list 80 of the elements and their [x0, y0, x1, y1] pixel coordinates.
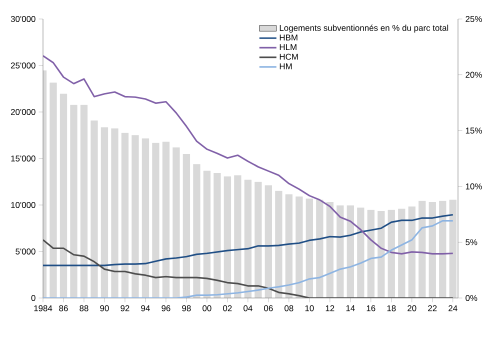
bar	[398, 208, 406, 298]
bar	[70, 104, 78, 298]
bar	[162, 142, 170, 298]
bar	[193, 164, 200, 298]
legend-label: HM	[280, 63, 292, 70]
bar	[142, 138, 150, 298]
bar	[449, 200, 456, 298]
legend-label: Logements subventionnés en % du parc total	[280, 24, 448, 33]
bar	[367, 210, 374, 298]
y2-tick-label: 5%	[466, 239, 478, 246]
y-tick-label: 10'000	[11, 202, 36, 208]
x-tick-label: 12	[326, 305, 334, 312]
y-tick-label: 0	[31, 295, 36, 301]
bar	[152, 142, 160, 298]
bar	[388, 210, 395, 298]
bar	[418, 200, 426, 298]
x-tick-label: 18	[387, 305, 396, 312]
bar	[296, 196, 303, 298]
bar	[132, 135, 139, 298]
bar	[408, 206, 416, 298]
bar	[203, 170, 211, 298]
bar	[100, 127, 108, 298]
bar	[121, 132, 129, 298]
bar	[264, 185, 272, 298]
x-tick-label: 02	[223, 305, 232, 312]
x-tick-label: 04	[244, 305, 252, 312]
bar	[60, 94, 68, 298]
bar	[111, 128, 118, 298]
bar	[326, 202, 334, 298]
bar	[357, 208, 364, 298]
x-tick-label: 10	[305, 305, 314, 312]
x-tick-label: 88	[80, 305, 88, 312]
bar	[224, 176, 232, 298]
bar	[254, 182, 262, 298]
y-tick-label: 25'000	[10, 62, 36, 68]
bar	[182, 154, 190, 298]
legend-label: HBM	[280, 34, 298, 40]
bar	[306, 198, 314, 298]
bar	[244, 180, 252, 298]
x-tick-label: 22	[428, 305, 437, 312]
x-tick-label: 14	[346, 305, 355, 312]
y2-tick-label: 25%	[466, 16, 482, 22]
x-tick-label: 24	[448, 305, 458, 312]
x-tick-label: 94	[141, 305, 150, 312]
bar	[346, 205, 354, 298]
bar	[50, 82, 57, 298]
bar	[378, 210, 385, 298]
x-tick-label: 92	[120, 305, 130, 312]
bar	[428, 202, 436, 298]
y2-tick-label: 10%	[466, 183, 482, 190]
x-tick-label: 16	[366, 305, 376, 312]
x-tick-label: 20	[408, 305, 416, 312]
y-tick-label: 5'000	[16, 248, 36, 254]
bar	[234, 175, 242, 298]
y-tick-label: 15'000	[11, 156, 36, 162]
legend-label: HCM	[280, 54, 298, 60]
bar	[172, 147, 180, 298]
bar	[316, 200, 324, 298]
y-tick-label: 20'000	[10, 109, 36, 115]
bar	[275, 190, 282, 298]
x-tick-label: 06	[264, 305, 273, 312]
y2-tick-label: 15%	[466, 128, 482, 134]
bar	[214, 173, 221, 298]
bar	[90, 120, 98, 298]
y2-tick-label: 20%	[466, 72, 482, 78]
line-series	[43, 54, 454, 255]
bar	[439, 200, 446, 298]
y2-tick-label: 0%	[466, 295, 478, 301]
x-tick-label: 08	[284, 305, 294, 312]
legend-label: HLM	[280, 44, 296, 50]
x-tick-label: 1984	[34, 305, 52, 312]
bar	[336, 205, 344, 298]
x-tick-label: 90	[100, 305, 109, 312]
bar	[285, 194, 293, 298]
x-tick-label: 86	[59, 305, 68, 312]
bar	[80, 104, 88, 298]
x-tick-label: 98	[182, 305, 191, 312]
y-tick-label: 30'000	[10, 16, 36, 22]
x-tick-label: 96	[162, 305, 170, 312]
x-tick-label: 00	[202, 305, 212, 312]
